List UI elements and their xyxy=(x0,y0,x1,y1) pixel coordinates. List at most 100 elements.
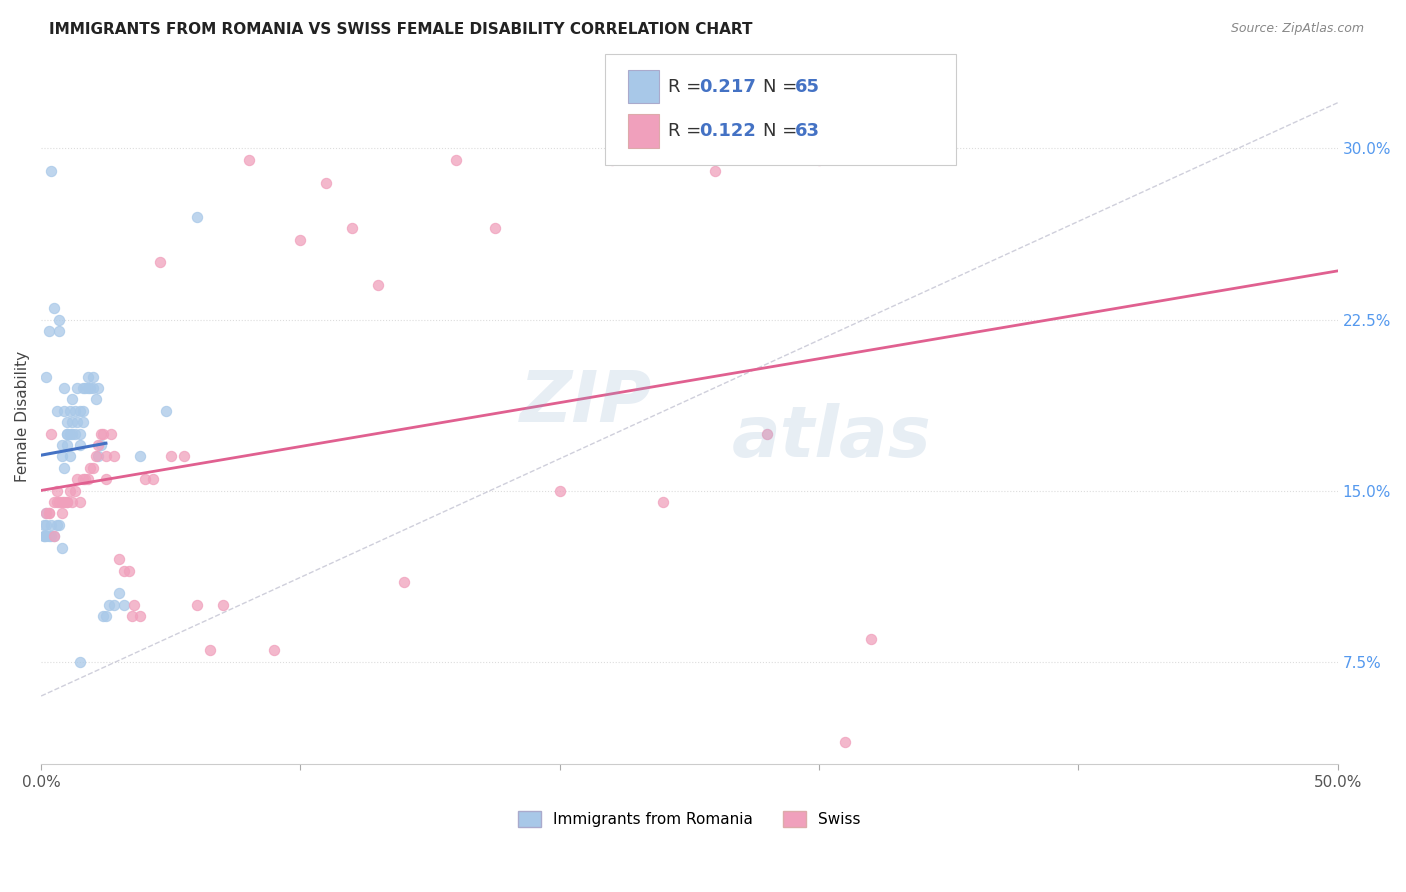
Point xyxy=(56,415,79,429)
Point xyxy=(72,472,94,486)
Text: IMMIGRANTS FROM ROMANIA VS SWISS FEMALE DISABILITY CORRELATION CHART: IMMIGRANTS FROM ROMANIA VS SWISS FEMALE … xyxy=(49,22,752,37)
Point xyxy=(90,438,112,452)
Point xyxy=(94,472,117,486)
Point xyxy=(59,483,82,498)
Point xyxy=(59,450,82,464)
Point xyxy=(121,609,143,624)
Point xyxy=(756,426,779,441)
Point xyxy=(35,507,58,521)
Point xyxy=(35,507,58,521)
Text: N =: N = xyxy=(763,122,803,140)
Point xyxy=(134,472,156,486)
Point xyxy=(82,381,104,395)
Point xyxy=(112,564,135,578)
Point xyxy=(48,312,70,326)
Point xyxy=(42,301,65,315)
Point xyxy=(118,564,141,578)
Point xyxy=(53,404,76,418)
Point xyxy=(444,153,467,167)
Point xyxy=(186,598,208,612)
Point xyxy=(72,381,94,395)
Legend: Immigrants from Romania, Swiss: Immigrants from Romania, Swiss xyxy=(512,805,868,833)
Point xyxy=(79,460,101,475)
Point xyxy=(834,734,856,748)
Point xyxy=(59,426,82,441)
Point xyxy=(392,574,415,589)
Point xyxy=(38,324,60,338)
Point xyxy=(45,404,67,418)
Point xyxy=(53,381,76,395)
Point xyxy=(93,426,115,441)
Point xyxy=(38,507,60,521)
Point xyxy=(704,164,727,178)
Point xyxy=(53,460,76,475)
Point xyxy=(45,495,67,509)
Point xyxy=(94,609,117,624)
Point xyxy=(84,392,107,407)
Point xyxy=(59,404,82,418)
Point xyxy=(76,369,98,384)
Text: ZIP: ZIP xyxy=(520,368,652,437)
Point xyxy=(198,643,221,657)
Text: N =: N = xyxy=(763,78,803,95)
Point xyxy=(35,529,58,543)
Point xyxy=(56,426,79,441)
Point xyxy=(41,517,63,532)
Point xyxy=(45,517,67,532)
Point xyxy=(103,598,125,612)
Point xyxy=(238,153,260,167)
Point xyxy=(859,632,882,646)
Point xyxy=(75,381,97,395)
Point xyxy=(45,483,67,498)
Point xyxy=(56,438,79,452)
Point xyxy=(66,472,89,486)
Point xyxy=(32,529,55,543)
Point xyxy=(51,450,73,464)
Point xyxy=(548,483,571,498)
Point xyxy=(142,472,165,486)
Point xyxy=(60,495,83,509)
Point xyxy=(315,176,337,190)
Text: Source: ZipAtlas.com: Source: ZipAtlas.com xyxy=(1230,22,1364,36)
Point xyxy=(159,450,181,464)
Point xyxy=(155,404,177,418)
Text: atlas: atlas xyxy=(733,403,932,472)
Point xyxy=(76,472,98,486)
Point xyxy=(124,598,146,612)
Point xyxy=(53,495,76,509)
Point xyxy=(103,450,125,464)
Point xyxy=(32,529,55,543)
Point xyxy=(60,392,83,407)
Point xyxy=(93,609,115,624)
Y-axis label: Female Disability: Female Disability xyxy=(15,351,30,482)
Point xyxy=(484,221,506,235)
Point xyxy=(42,529,65,543)
Point xyxy=(38,507,60,521)
Point xyxy=(211,598,233,612)
Point xyxy=(42,495,65,509)
Text: 65: 65 xyxy=(794,78,820,95)
Point xyxy=(56,495,79,509)
Text: 0.217: 0.217 xyxy=(699,78,755,95)
Text: R =: R = xyxy=(668,122,707,140)
Point xyxy=(48,324,70,338)
Point xyxy=(48,495,70,509)
Point xyxy=(41,164,63,178)
Point xyxy=(367,278,389,293)
Point xyxy=(35,517,58,532)
Point xyxy=(69,495,91,509)
Point xyxy=(51,541,73,555)
Point xyxy=(342,221,364,235)
Point xyxy=(128,450,150,464)
Point xyxy=(87,381,110,395)
Point xyxy=(63,483,86,498)
Point xyxy=(72,404,94,418)
Point xyxy=(69,426,91,441)
Point xyxy=(808,153,831,167)
Point xyxy=(90,426,112,441)
Point xyxy=(69,655,91,669)
Point xyxy=(41,426,63,441)
Point xyxy=(56,426,79,441)
Point xyxy=(69,438,91,452)
Point xyxy=(51,438,73,452)
